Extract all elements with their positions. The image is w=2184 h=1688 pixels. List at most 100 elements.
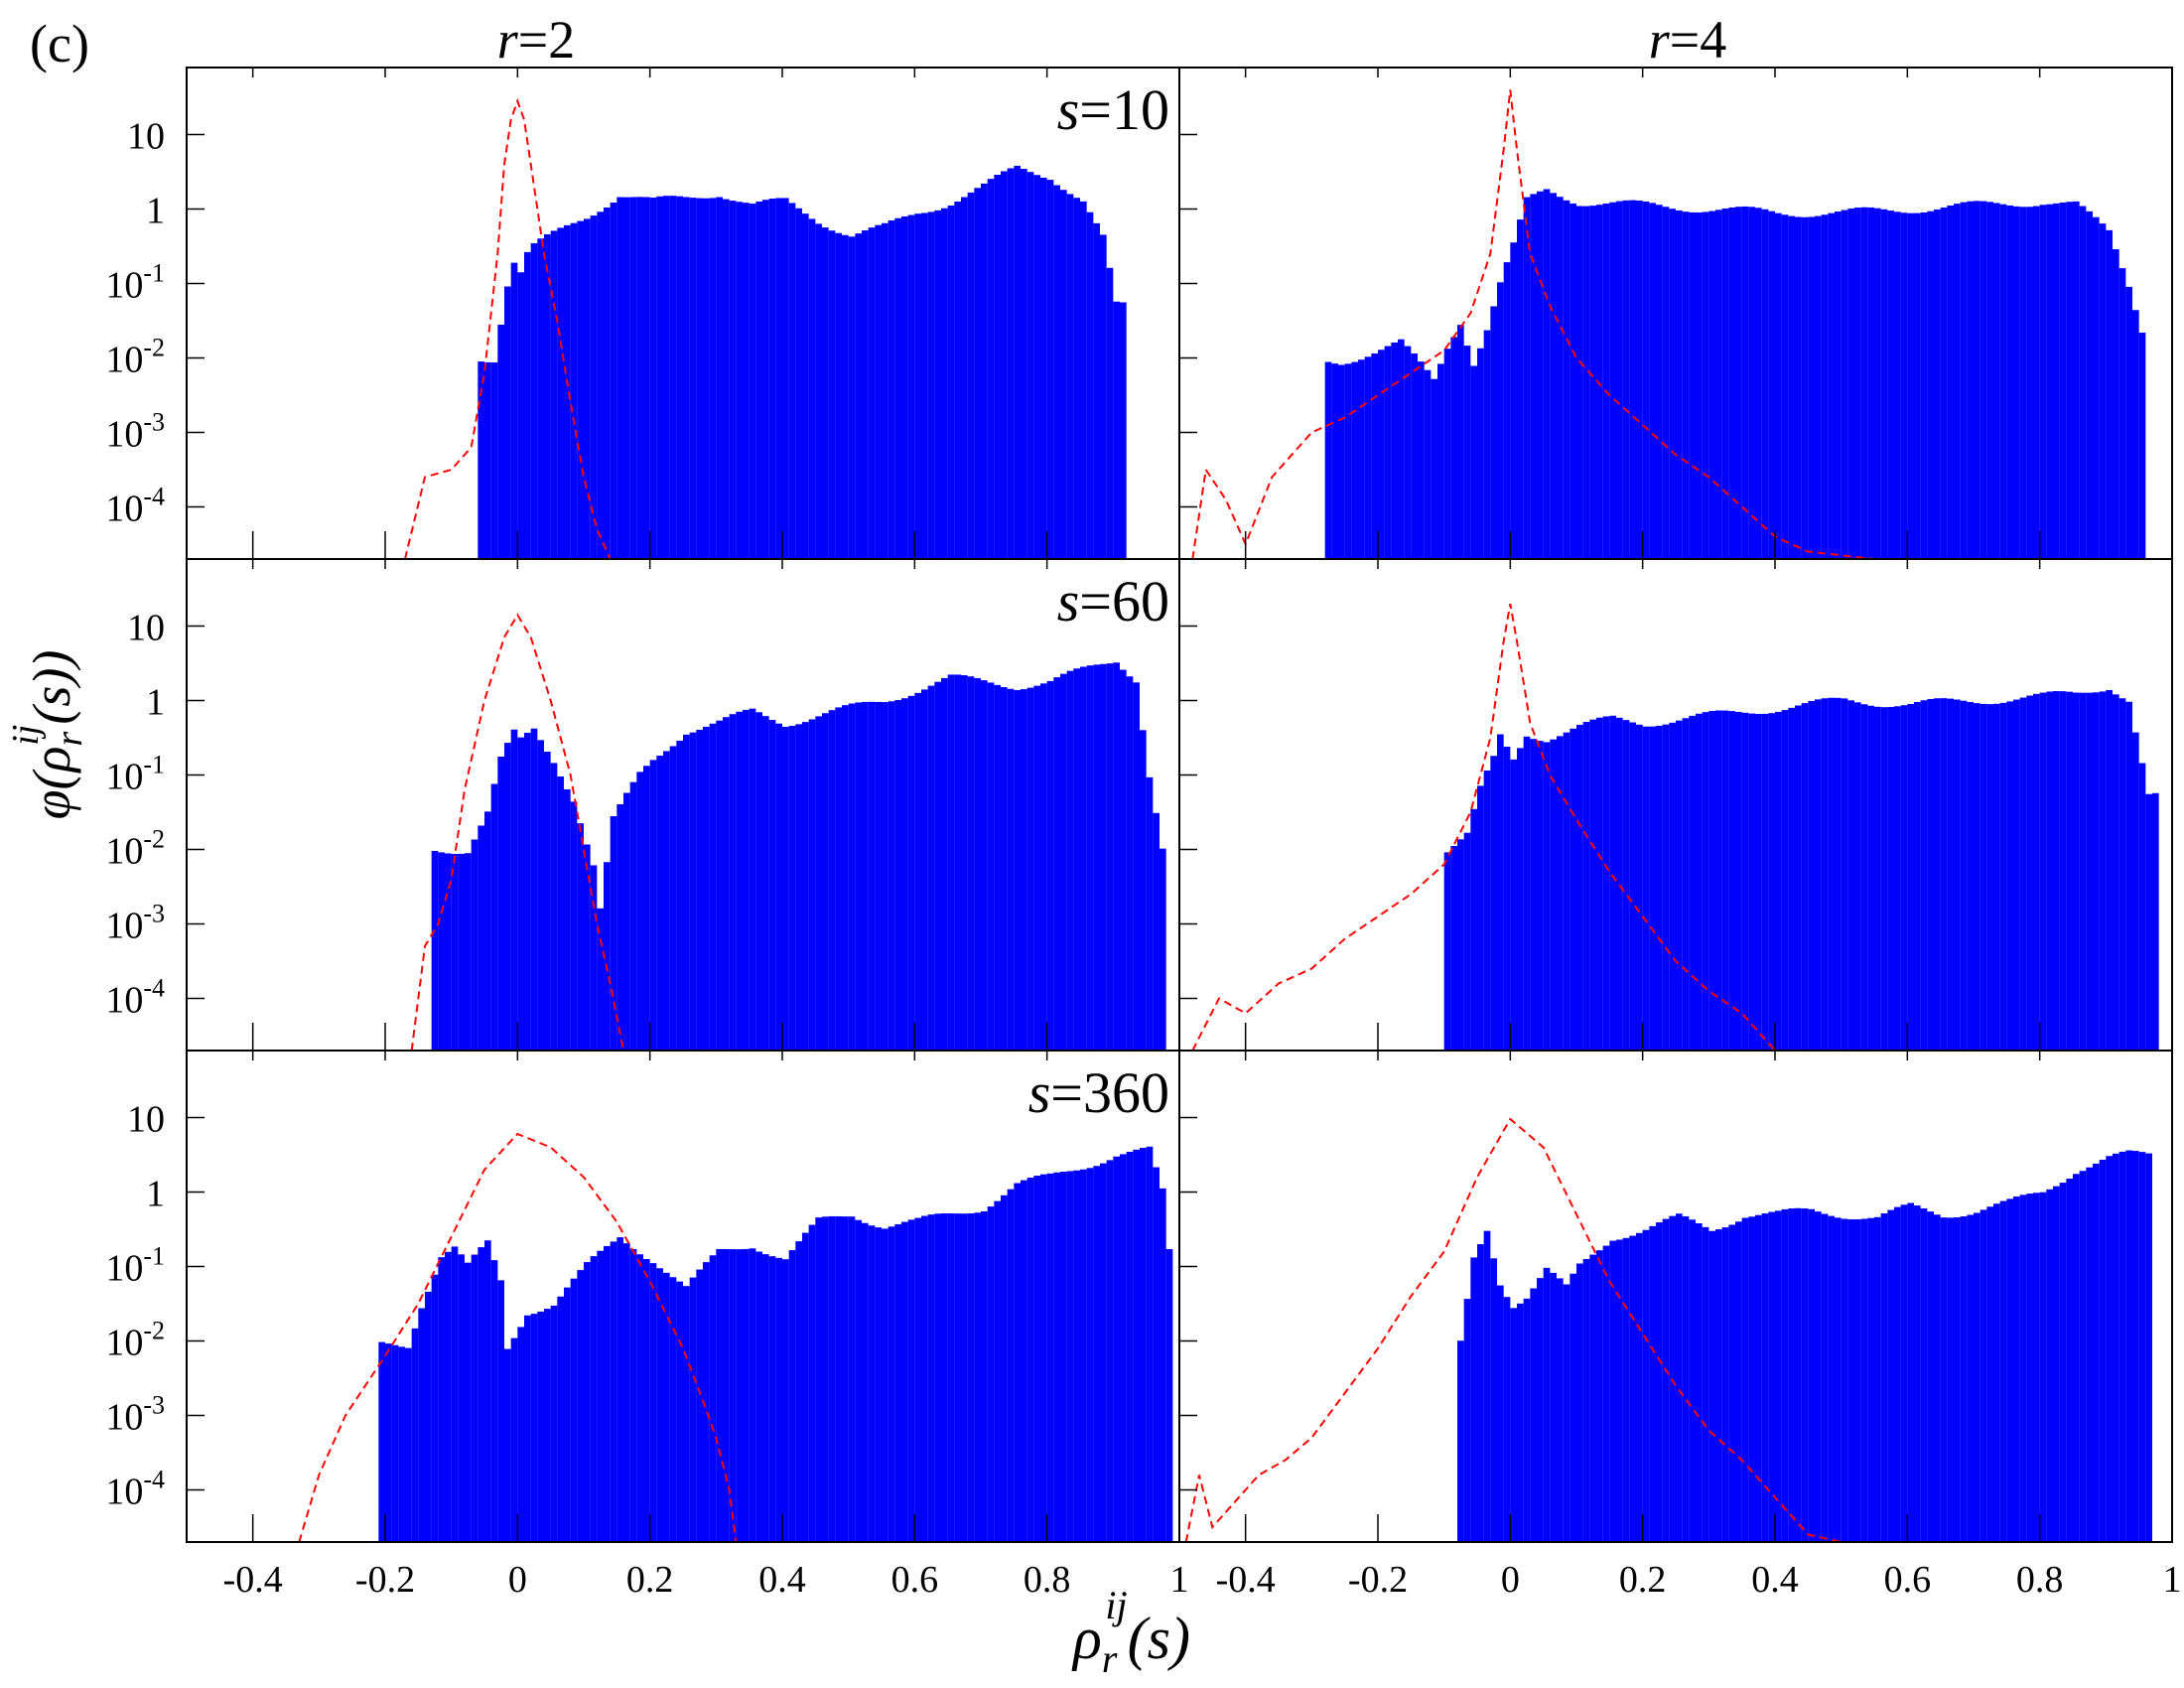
histogram-bar [1120,1154,1127,1542]
histogram-bar [842,1216,849,1542]
histogram-bar [1741,1217,1749,1542]
histogram-bar [1860,704,1868,1051]
histogram-bar [1880,1213,1888,1542]
histogram-bar [1629,1235,1636,1542]
histogram-bar [1490,1258,1497,1542]
histogram-bar [941,677,948,1051]
y-tick-label-exponent: -3 [143,408,165,437]
histogram-bar [2093,692,2100,1051]
histogram-bar [1954,699,1961,1051]
histogram-bar [669,746,677,1051]
histogram-bar [835,707,842,1051]
histogram-bar [907,695,915,1051]
histogram-bar [1510,242,1517,559]
histogram-bar [1629,722,1636,1051]
histogram-bar [1364,356,1372,559]
histogram-bar [1165,1249,1173,1542]
histogram-bar [1503,262,1511,559]
histogram-bar [2079,1171,2087,1542]
histogram-bar [2019,697,2027,1051]
x-tick-label: 0.6 [891,1559,939,1601]
row-label-eq: =60 [1079,569,1169,633]
histogram-bar [1702,211,1709,559]
histogram-bar [1530,1288,1537,1542]
histogram-bar [1490,306,1497,559]
histogram-bar [1007,168,1015,560]
histogram-bar [676,1281,683,1542]
histogram-bar [1133,1149,1140,1542]
histogram-bar [1060,1172,1067,1542]
histogram-bar [478,825,484,1051]
histogram-bar [1979,1209,1987,1542]
y-tick-label: 10-1 [105,1242,165,1290]
histogram-bar [1808,1208,1815,1542]
histogram-bar [2145,1153,2152,1542]
histogram-bar [1768,713,1775,1051]
y-axis-label-tail: (s)) [22,650,81,725]
histogram-bar [1557,1278,1564,1542]
histogram-bar [1470,1257,1477,1542]
histogram-bar [1721,710,1729,1051]
histogram-bar [1682,211,1690,559]
histogram-bar [517,1327,524,1542]
histogram-bar [1999,204,2007,559]
histogram-bar [815,223,822,559]
histogram-bar [629,781,637,1051]
histogram-bar [1001,171,1008,559]
histogram-bar [1867,1217,1874,1542]
histogram-bar [967,676,975,1051]
histogram-bar [1702,712,1709,1051]
histogram-bar [1636,200,1643,559]
histogram-bar [1854,208,1861,559]
histogram-bar [391,1344,399,1542]
histogram-bar [1934,209,1941,559]
histogram-bar [1696,1222,1703,1542]
histogram-bar [616,803,623,1051]
histogram-bar [2145,793,2152,1051]
histogram-bar [1463,832,1471,1051]
histogram-bar [497,757,504,1051]
histogram-bar [855,1219,862,1542]
histogram-bar [669,1277,677,1542]
histogram-bar [1689,1219,1696,1542]
histogram-bar [1073,198,1080,560]
histogram-bar [927,211,935,559]
histogram-bar [490,783,498,1051]
histogram-bar [1715,1229,1722,1542]
histogram-bar [1960,1216,1968,1542]
y-tick-label-exponent: -2 [143,1317,165,1345]
histogram-bar [1821,698,1829,1051]
histogram-bar [1557,197,1564,559]
histogram-bar [649,197,657,559]
col-title-left: r=2 [497,10,575,70]
y-tick-label-exponent: -2 [143,825,165,854]
histogram-bar [1741,206,1749,559]
histogram-bar [544,751,551,1051]
histogram-bar [577,823,584,1051]
y-tick-label: 10-3 [105,1391,165,1439]
histogram-bar [1391,342,1398,559]
histogram-bar [465,1262,472,1542]
histogram-bar [882,702,888,1051]
histogram-bar [941,208,948,559]
histogram-bar [967,192,975,559]
y-tick-label-base: 10 [105,1323,143,1364]
histogram-bar [716,720,723,1051]
histogram-bar [2046,204,2053,559]
histogram-bar [1974,1212,1980,1542]
x-tick-label: -0.4 [1216,1559,1276,1601]
histogram-bar [1841,210,1848,559]
histogram-bar [755,712,762,1051]
histogram-bar [954,674,961,1051]
histogram-bar [590,1256,598,1542]
histogram-bar [703,726,710,1051]
histogram-bar [1576,724,1583,1051]
row-label-s: s=360 [1028,1060,1169,1125]
histogram-bar [848,703,856,1051]
histogram-bar [1815,699,1822,1051]
histogram-bar [570,801,578,1051]
histogram-bar [1986,704,1993,1051]
histogram-bar [994,684,1001,1051]
y-tick-label-base: 10 [127,116,165,158]
